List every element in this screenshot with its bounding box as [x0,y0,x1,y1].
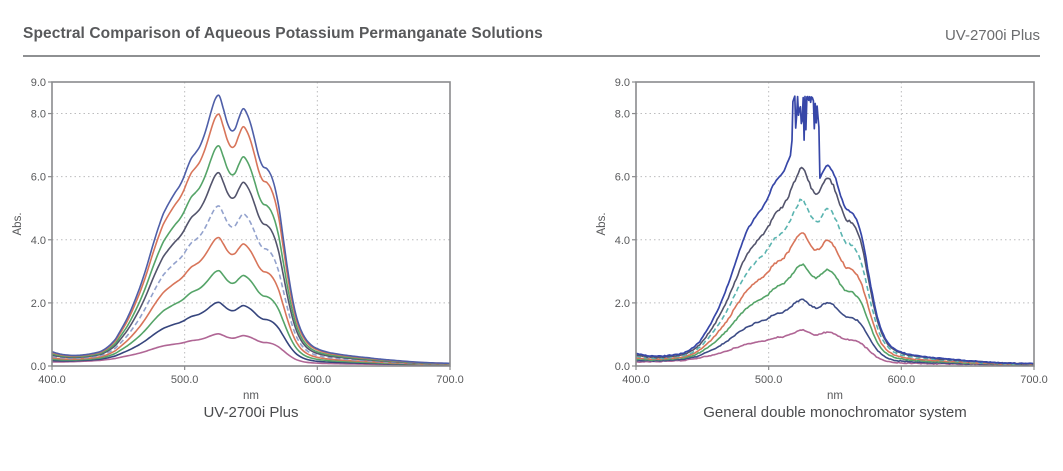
y-tick-label: 8.0 [31,109,46,121]
x-tick-label: 600.0 [888,374,916,386]
x-tick-label: 500.0 [755,374,783,386]
spectrum-plot: 0.0 2.0 4.0 6.0 8.0 9.0 400.0 500.0 600.0 700.0 Ab… [596,77,1048,402]
y-tick-label: 2.0 [615,298,630,310]
y-tick-label: 6.0 [615,172,630,184]
y-tick-label: 8.0 [615,109,630,121]
plot-border [51,81,451,367]
y-axis-label: Abs. [12,212,24,235]
y-tick-label: 6.0 [31,172,46,184]
y-axis-label: Abs. [596,212,608,235]
chart-uv2700i-plus: 0.0 2.0 4.0 6.0 8.0 9.0 400.0 500.0 600.0 700.0 Ab… [12,70,490,402]
y-tick-label: 4.0 [615,235,630,247]
plot-border [635,81,1035,367]
x-tick-label: 700.0 [1020,374,1048,386]
x-tick-label: 500.0 [171,374,199,386]
spectrum-curve [51,205,450,365]
figure-title: Spectral Comparison of Aqueous Potassium… [23,25,543,42]
x-axis-label: nm [243,390,259,402]
x-axis-label: nm [827,390,843,402]
spectrum-curve [51,94,451,365]
y-tick-label: 0.0 [31,361,46,373]
spectrum-curve [635,298,1034,366]
chart-caption-left: UV-2700i Plus [203,404,299,421]
y-tick-label: 9.0 [31,77,46,89]
plot-area [636,82,1034,366]
instrument-name: UV-2700i Plus [944,27,1040,44]
chart-caption-right: General double monochromator system [703,404,967,421]
x-tick-label: 400.0 [622,374,650,386]
title-rule [23,55,1040,57]
spectrum-curve [635,232,1035,366]
chart-general-double-monochromator: 0.0 2.0 4.0 6.0 8.0 9.0 400.0 500.0 600.0 700.0 Ab… [596,70,1063,402]
y-tick-label: 0.0 [615,361,630,373]
spectrum-plot: 0.0 2.0 4.0 6.0 8.0 9.0 400.0 500.0 600.0 700.0 Ab… [12,77,464,402]
x-tick-label: 700.0 [436,374,464,386]
spectrum-curve-saturated [635,95,1034,365]
x-tick-label: 600.0 [304,374,332,386]
spectrum-curve [635,198,1035,365]
y-tick-label: 4.0 [31,235,46,247]
x-tick-label: 400.0 [38,374,66,386]
y-tick-label: 9.0 [615,77,630,89]
y-tick-label: 2.0 [31,298,46,310]
spectrum-curve [51,236,450,365]
